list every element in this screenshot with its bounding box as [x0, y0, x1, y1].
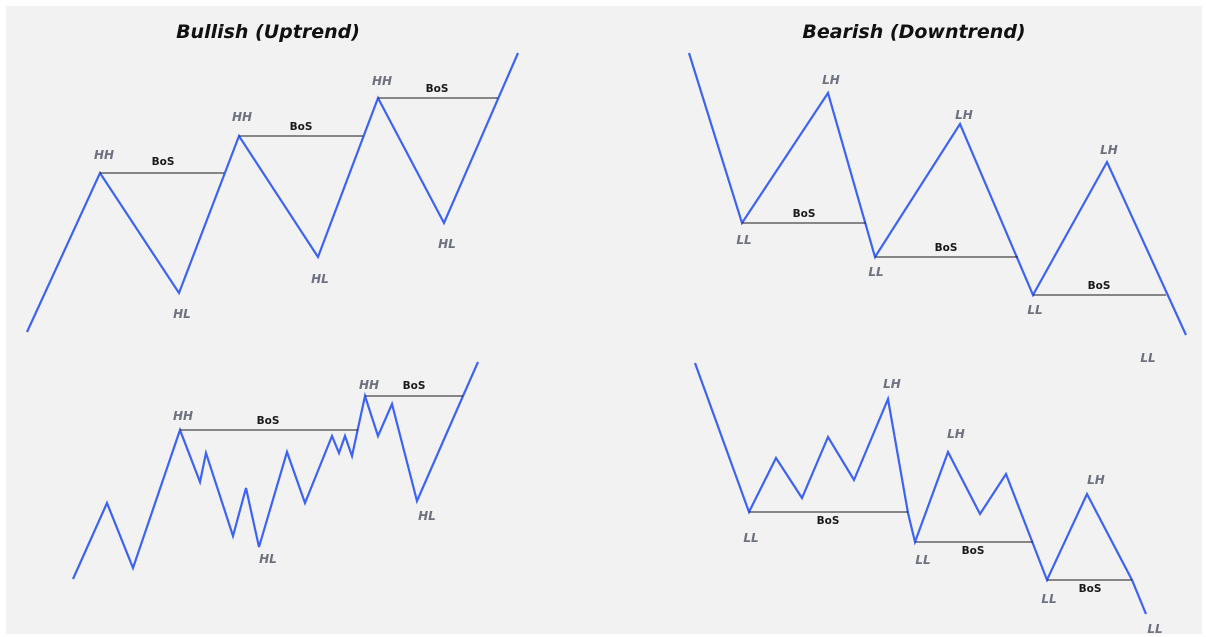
bos-label: BoS: [935, 242, 958, 254]
bos-label: BoS: [290, 121, 313, 133]
bos-label: BoS: [817, 515, 840, 527]
bos-label: BoS: [257, 415, 280, 427]
bos-label: BoS: [1079, 583, 1102, 595]
bos-label: BoS: [1088, 280, 1111, 292]
ll-label: LL: [1147, 622, 1162, 634]
bearish-complex-panel: BoS BoS BoS LH LH LH LL LL LL LL: [693, 362, 1163, 634]
ll-label: LL: [915, 553, 930, 567]
ll-label: LL: [743, 531, 758, 545]
hh-label: HH: [359, 378, 379, 392]
bos-label: BoS: [152, 156, 175, 168]
bearish-simple-panel: BoS BoS BoS LH LH LH LL LL LL LL: [687, 52, 1188, 365]
hl-label: HL: [418, 509, 436, 523]
bullish-simple-price-line: [26, 52, 520, 333]
hl-label: HL: [173, 307, 191, 321]
bos-label: BoS: [403, 380, 426, 392]
lh-label: LH: [822, 73, 840, 87]
hh-label: HH: [372, 74, 392, 88]
hl-label: HL: [438, 237, 456, 251]
ll-label: LL: [1041, 592, 1056, 606]
market-structure-diagram: Bullish (Uptrend) Bearish (Downtrend) Bo…: [6, 6, 1202, 634]
bullish-simple-panel: BoS BoS BoS HH HH HH HL HL HL: [26, 52, 520, 333]
ll-label: LL: [736, 233, 751, 247]
bos-label: BoS: [793, 208, 816, 220]
ll-label: LL: [1140, 351, 1155, 365]
lh-label: LH: [1100, 143, 1118, 157]
lh-label: LH: [1087, 473, 1105, 487]
bullish-title: Bullish (Uptrend): [176, 21, 360, 43]
hl-label: HL: [311, 272, 329, 286]
bearish-title: Bearish (Downtrend): [802, 21, 1025, 43]
bearish-complex-price-line: [693, 362, 1148, 615]
bos-label: BoS: [426, 83, 449, 95]
lh-label: LH: [947, 427, 965, 441]
bullish-complex-panel: BoS BoS HH HH HL HL: [71, 361, 480, 580]
lh-label: LH: [955, 108, 973, 122]
hl-label: HL: [259, 552, 277, 566]
bearish-simple-price-line: [687, 52, 1188, 336]
lh-label: LH: [883, 377, 901, 391]
hh-label: HH: [173, 409, 193, 423]
hh-label: HH: [94, 148, 114, 162]
ll-label: LL: [868, 265, 883, 279]
ll-label: LL: [1027, 303, 1042, 317]
diagram-svg: Bullish (Uptrend) Bearish (Downtrend) Bo…: [26, 21, 1188, 634]
hh-label: HH: [232, 110, 252, 124]
bullish-complex-price-line: [71, 361, 480, 580]
bos-label: BoS: [962, 545, 985, 557]
